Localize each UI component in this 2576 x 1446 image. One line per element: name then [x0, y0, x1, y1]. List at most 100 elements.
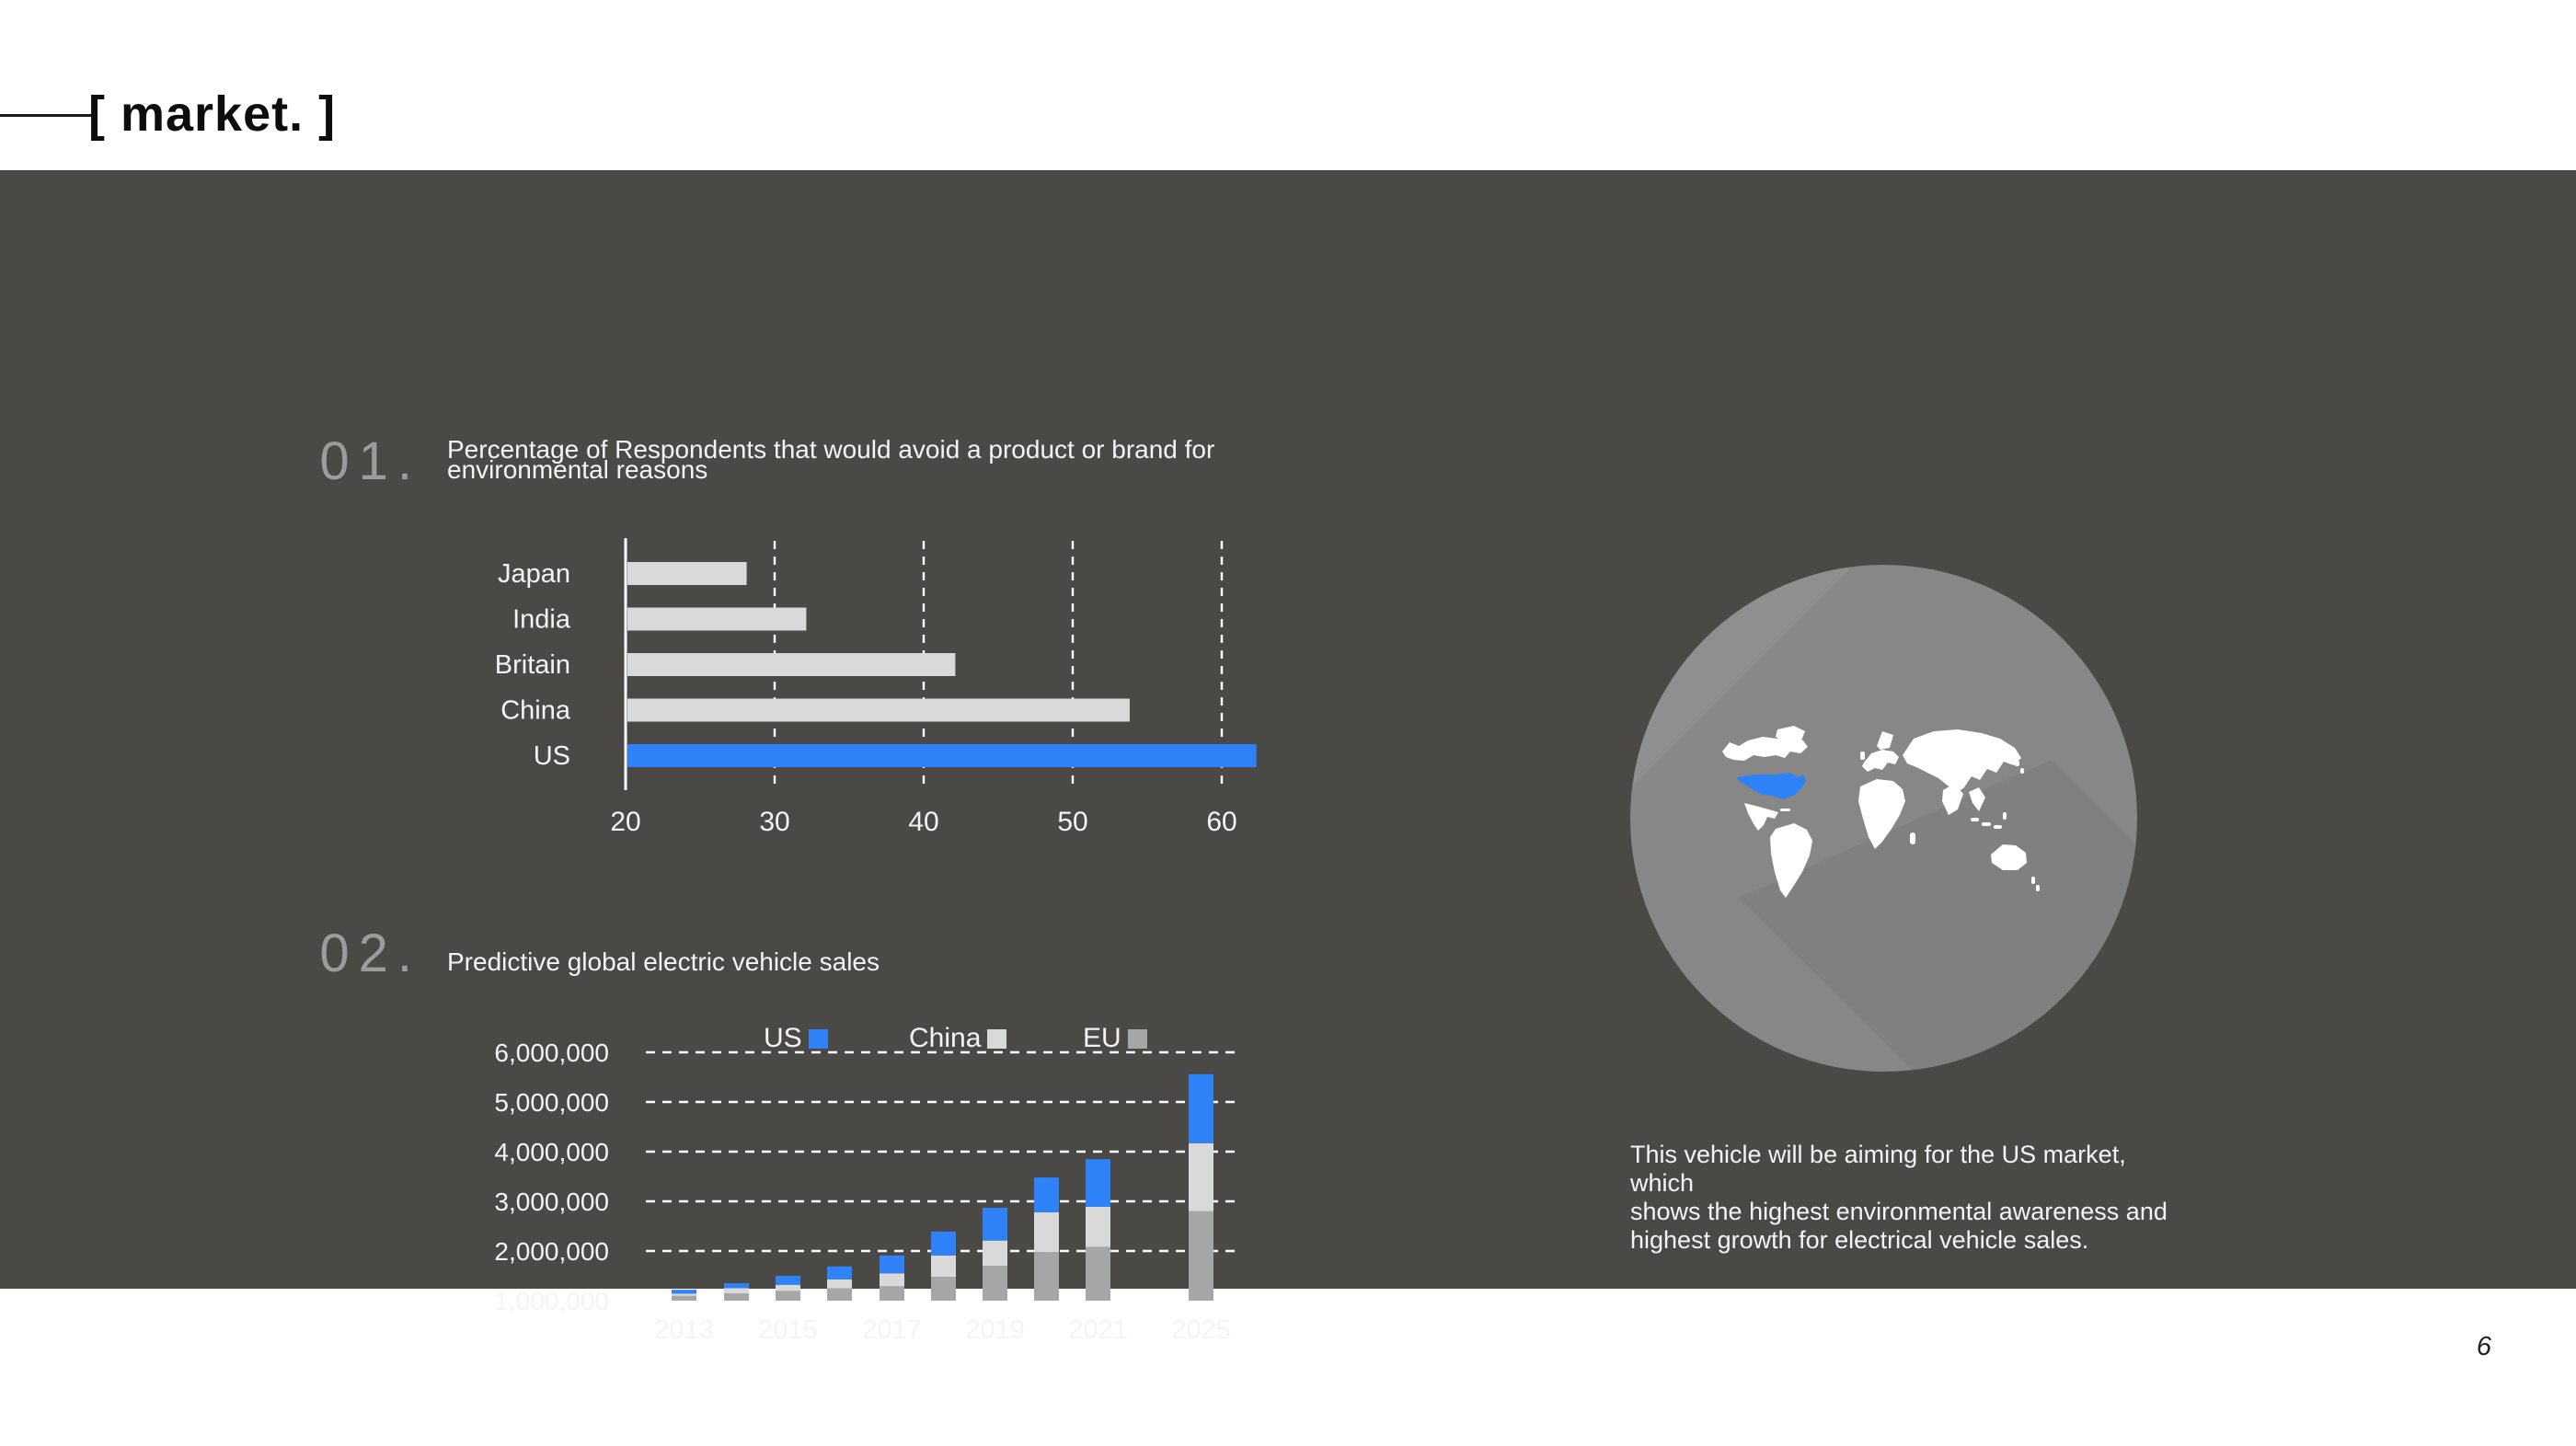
page-title: [ market. ]	[88, 86, 337, 142]
y-tick-label-3m: 3,000,000	[494, 1188, 609, 1216]
stack-2019-eu	[983, 1266, 1007, 1301]
section-01-title: Percentage of Respondents that would avo…	[447, 435, 1215, 484]
legend-label-eu: EU	[1083, 1023, 1121, 1053]
uk-shape	[1860, 752, 1865, 760]
stack-2013-eu	[672, 1295, 696, 1301]
section-02-title: Predictive global electric vehicle sales	[447, 947, 880, 976]
canada-alaska-shape	[1722, 737, 1808, 761]
legend-swatch-eu	[1127, 1028, 1147, 1049]
japan-shape	[2015, 761, 2019, 766]
stack-2015-china	[776, 1284, 800, 1291]
usa-highlight-shape	[1737, 773, 1806, 799]
india-shape	[1942, 784, 1963, 815]
stack-2020-china	[1034, 1211, 1059, 1253]
y-tick-label-5m: 5,000,000	[494, 1088, 609, 1117]
indonesia-shape-3	[1994, 825, 2002, 829]
legend-swatch-china	[987, 1028, 1007, 1049]
stack-2016-eu	[827, 1288, 852, 1301]
x-tick-label-50: 50	[1057, 807, 1087, 837]
y-tick-label-6m: 6,000,000	[494, 1039, 609, 1067]
page-number: 6	[2476, 1332, 2491, 1361]
bar-india	[627, 607, 807, 631]
stack-2025-us	[1189, 1073, 1213, 1143]
madagascar-shape	[1910, 832, 1915, 844]
slide-dark-canvas: 01. Percentage of Respondents that would…	[0, 170, 2576, 1345]
world-map-globe-graphic	[1630, 565, 2137, 1072]
mexico-central-america-shape	[1744, 803, 1778, 831]
stack-2021-us	[1086, 1159, 1110, 1207]
category-label-japan: Japan	[498, 559, 570, 589]
stack-2017-eu	[880, 1286, 904, 1301]
south-america-shape	[1770, 823, 1812, 898]
philippines-shape	[2003, 812, 2007, 820]
stack-2025-eu	[1189, 1211, 1213, 1301]
stack-2014-china	[724, 1288, 749, 1293]
stack-2020-eu	[1034, 1252, 1059, 1301]
stack-2016-china	[827, 1279, 852, 1289]
x-tick-label-40: 40	[908, 807, 938, 837]
legend-swatch-us	[808, 1028, 828, 1049]
x-tick-label-2019: 2019	[965, 1315, 1025, 1345]
x-tick-label-2021: 2021	[1068, 1315, 1128, 1345]
y-tick-label-2m: 2,000,000	[494, 1237, 609, 1266]
stack-2015-eu	[776, 1291, 800, 1301]
japan-shape-2	[2020, 768, 2024, 774]
stack-2017-us	[880, 1255, 904, 1274]
new-zealand-shape	[2031, 877, 2035, 884]
respondents-bar-chart: 20 30 40 50 60 Japan India Britain China US	[495, 538, 1257, 837]
section-01-number: 01.	[319, 431, 421, 491]
stack-2021-china	[1086, 1206, 1110, 1247]
bar-china	[627, 698, 1130, 722]
legend-item-us: US	[764, 1022, 828, 1055]
stack-2019-us	[983, 1208, 1007, 1241]
category-label-us: US	[534, 741, 570, 771]
ev-sales-stacked-chart: 1,000,000 2,000,000 3,000,000 4,000,000 5,00…	[494, 1039, 1239, 1345]
header-rule-line	[0, 114, 92, 117]
africa-shape	[1858, 779, 1905, 849]
new-zealand-shape-2	[2036, 885, 2040, 891]
stack-2018-eu	[931, 1277, 956, 1301]
stack-2014-us	[724, 1283, 749, 1289]
legend-item-china: China	[909, 1022, 1007, 1055]
stack-2018-us	[931, 1231, 956, 1256]
map-long-shadow	[1739, 760, 2137, 1072]
stack-2018-china	[931, 1255, 956, 1278]
y-tick-label-1m: 1,000,000	[494, 1287, 609, 1315]
bar-japan	[627, 562, 747, 585]
bar-britain	[627, 653, 956, 676]
category-label-britain: Britain	[495, 650, 570, 680]
indonesia-shape	[1971, 818, 1979, 821]
scandinavia-shape	[1877, 731, 1893, 750]
stack-2019-china	[983, 1240, 1007, 1267]
stack-2025-china	[1189, 1142, 1213, 1211]
x-tick-label-2025: 2025	[1171, 1315, 1231, 1345]
x-tick-label-30: 30	[759, 807, 789, 837]
x-tick-label-2017: 2017	[862, 1315, 922, 1345]
world-map	[1722, 726, 2040, 898]
stack-2017-china	[880, 1273, 904, 1287]
y-tick-label-4m: 4,000,000	[494, 1138, 609, 1166]
indonesia-shape-2	[1982, 822, 1991, 826]
europe-shape	[1862, 750, 1899, 772]
stack-2014-eu	[724, 1292, 749, 1301]
ev-sales-legend: US China EU	[764, 1022, 1159, 1055]
southeast-asia-shape	[1969, 787, 1985, 811]
legend-item-eu: EU	[1083, 1022, 1147, 1055]
x-tick-label-2015: 2015	[758, 1315, 818, 1345]
australia-shape	[1991, 844, 2027, 870]
stack-2016-us	[827, 1266, 852, 1280]
caribbean-shape	[1780, 809, 1790, 811]
asia-shape	[1903, 729, 2021, 795]
annotation-text: This vehicle will be aiming for the US m…	[1630, 1141, 2168, 1254]
x-tick-label-60: 60	[1206, 807, 1236, 837]
legend-label-us: US	[764, 1023, 802, 1053]
category-label-india: India	[512, 605, 571, 635]
legend-label-china: China	[909, 1023, 982, 1053]
bar-us	[627, 744, 1257, 767]
stack-2013-us	[672, 1290, 696, 1294]
stack-2021-eu	[1086, 1246, 1110, 1301]
section-02-number: 02.	[319, 924, 421, 983]
x-tick-label-2013: 2013	[654, 1315, 714, 1345]
stack-2013-china	[672, 1293, 696, 1296]
